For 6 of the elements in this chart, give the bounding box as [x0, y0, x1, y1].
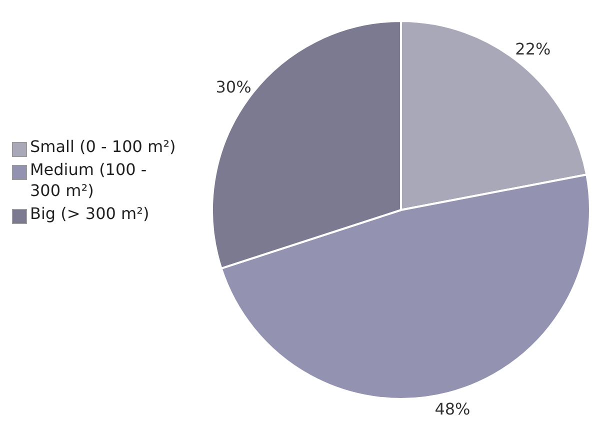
data-label: 30% — [216, 77, 252, 96]
legend-label: Medium (100 - 300 m²) — [30, 159, 148, 201]
data-label: 22% — [515, 40, 551, 59]
legend-label: Big (> 300 m²) — [30, 203, 150, 224]
legend-label: Small (0 - 100 m²) — [30, 136, 176, 157]
data-label: 48% — [434, 400, 470, 419]
